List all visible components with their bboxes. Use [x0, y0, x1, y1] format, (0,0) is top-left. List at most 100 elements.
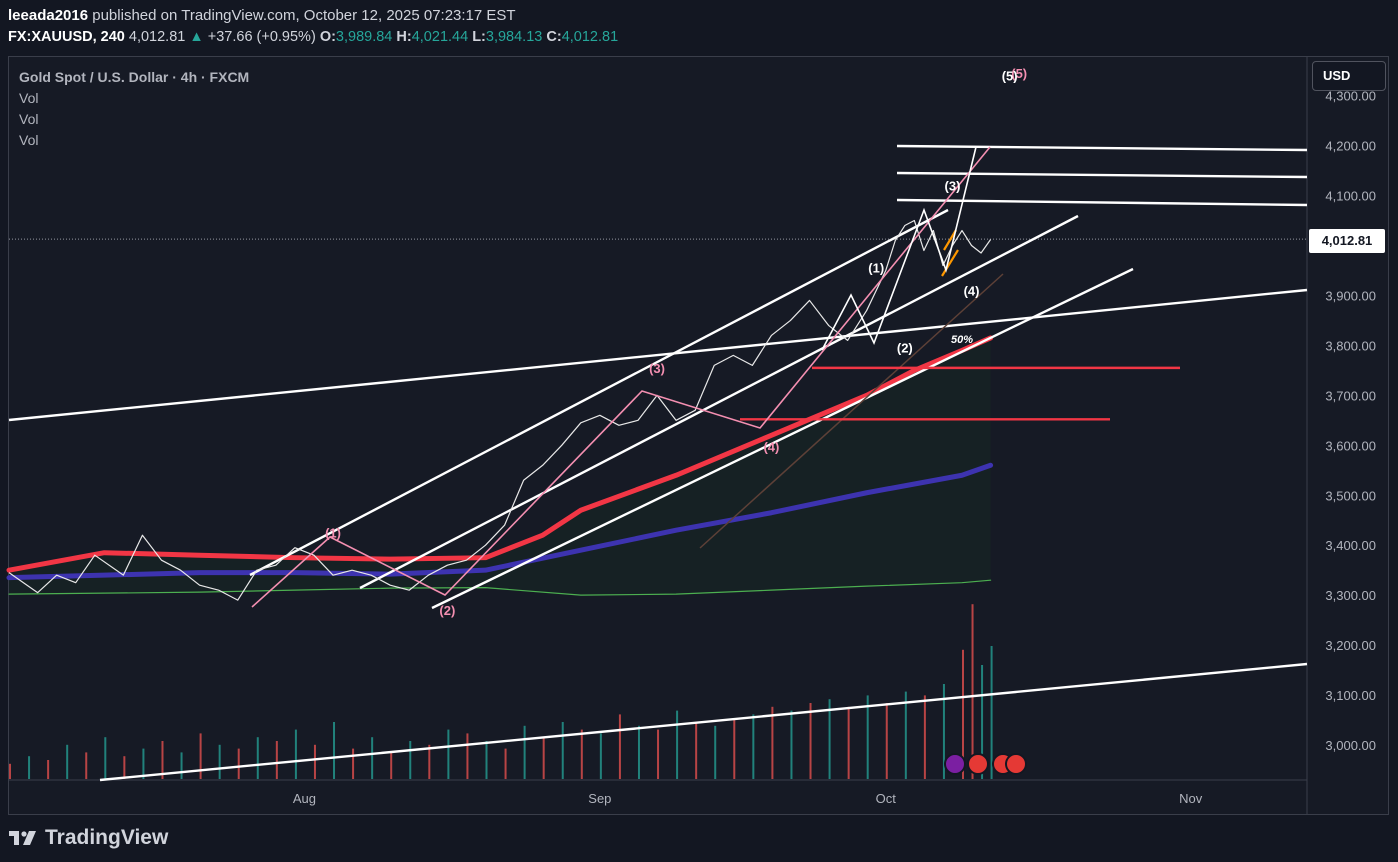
legend-indicator-vol[interactable]: Vol — [19, 90, 39, 106]
price-tick-label: 3,200.00 — [1325, 638, 1376, 653]
event-flag-icon — [1005, 753, 1027, 775]
price-tick-label: 3,600.00 — [1325, 438, 1376, 453]
volume-bar — [466, 733, 469, 779]
open-value: 3,989.84 — [335, 29, 393, 45]
volume-bar — [504, 748, 507, 779]
price-tick-label: 3,900.00 — [1325, 288, 1376, 303]
ma-band-fill — [9, 337, 991, 596]
volume-bar — [409, 741, 412, 779]
elliptic-wave-white — [821, 146, 977, 351]
volume-bar — [733, 718, 736, 779]
volume-bar — [971, 604, 974, 779]
low-label: L: — [472, 29, 486, 45]
price-tick-label: 3,100.00 — [1325, 688, 1376, 703]
wave-label: (2) — [897, 340, 913, 355]
volume-bar — [447, 729, 450, 779]
volume-bar — [657, 729, 660, 779]
brand-name: TradingView — [45, 826, 169, 849]
event-flag-icon — [967, 753, 989, 775]
legend-indicator-vol[interactable]: Vol — [19, 132, 39, 148]
volume-bar — [123, 756, 126, 779]
volume-bar — [962, 649, 964, 779]
trend-line — [699, 273, 1004, 549]
volume-bar — [237, 748, 240, 779]
volume-bar — [275, 741, 278, 779]
currency-button[interactable]: USD — [1312, 61, 1386, 91]
close-label: C: — [546, 29, 562, 45]
volume-bar — [990, 646, 993, 779]
wave-label: (4) — [964, 283, 980, 298]
wave-label: (3) — [649, 361, 665, 376]
volume-bar — [390, 752, 393, 779]
chart-legend: Gold Spot / U.S. Dollar · 4h · FXCM Vol … — [19, 67, 249, 151]
wave-label: (4) — [763, 439, 779, 454]
volume-bar — [333, 722, 336, 779]
volume-bar — [637, 725, 640, 779]
volume-bar — [47, 760, 50, 779]
volume-bar — [942, 684, 945, 779]
volume-bar — [923, 695, 926, 779]
price-tick-label: 3,800.00 — [1325, 338, 1376, 353]
price-tick-label: 3,000.00 — [1325, 738, 1376, 753]
publisher-name[interactable]: leeada2016 — [8, 7, 89, 24]
volume-bar — [828, 699, 831, 779]
price-tick-label: 4,200.00 — [1325, 139, 1376, 154]
price-tick-label: 3,500.00 — [1325, 488, 1376, 503]
open-label: O: — [319, 29, 336, 45]
wave-label: 50% — [951, 334, 973, 346]
volume-bar — [180, 752, 183, 779]
wave-label: (2) — [439, 603, 455, 618]
volume-bar — [981, 665, 984, 779]
high-label: H: — [396, 29, 412, 45]
volume-bar — [85, 752, 88, 779]
current-price-tag: 4,012.81 — [1309, 229, 1385, 253]
volume-bar — [161, 741, 164, 779]
volume-bar — [618, 714, 621, 779]
volume-bar — [676, 710, 679, 779]
volume-bar — [294, 729, 297, 779]
chart-panel[interactable] — [8, 56, 1389, 815]
volume-bar — [28, 756, 31, 779]
volume-bar — [542, 737, 545, 779]
volume-bar — [428, 744, 431, 779]
change-value: +37.66 (+0.95%) — [207, 29, 316, 45]
projection-stroke — [941, 249, 959, 277]
volume-bar — [599, 733, 602, 779]
volume-bar — [580, 729, 583, 779]
published-text: published on TradingView.com, October 12… — [92, 7, 516, 24]
trend-line — [896, 198, 1308, 207]
wave-label: (1) — [868, 260, 884, 275]
trend-line — [99, 662, 1308, 782]
symbol-label: FX:XAUUSD, 240 — [8, 29, 125, 45]
trend-line — [896, 171, 1308, 179]
volume-bar — [790, 710, 793, 779]
volume-bar — [352, 748, 355, 779]
legend-indicator-vol[interactable]: Vol — [19, 111, 39, 127]
ma-red-line — [6, 335, 994, 573]
volume-bar — [371, 737, 374, 779]
volume-bar — [771, 706, 774, 779]
volume-bar — [561, 722, 564, 779]
volume-bar — [256, 737, 259, 779]
volume-bar — [104, 737, 107, 779]
legend-title[interactable]: Gold Spot / U.S. Dollar · 4h · FXCM — [19, 69, 250, 85]
wave-label: (5) — [1011, 66, 1027, 81]
volume-bar — [199, 733, 202, 779]
volume-bar — [313, 744, 316, 779]
price-line — [8, 219, 992, 601]
volume-bar — [218, 744, 221, 779]
volume-bar — [866, 695, 869, 779]
volume-bar — [9, 763, 11, 779]
low-value: 3,984.13 — [485, 29, 543, 45]
tradingview-logo-icon — [9, 831, 36, 845]
volume-bar — [695, 722, 698, 779]
volume-bar — [847, 706, 850, 779]
ma-green-line — [8, 579, 992, 596]
close-value: 4,012.81 — [561, 29, 619, 45]
price-tick-label: 4,300.00 — [1325, 89, 1376, 104]
volume-bar — [752, 714, 755, 779]
price-tick-label: 3,700.00 — [1325, 388, 1376, 403]
tradingview-logo[interactable]: TradingView — [9, 826, 168, 850]
publish-info: leeada2016 published on TradingView.com,… — [8, 7, 516, 24]
